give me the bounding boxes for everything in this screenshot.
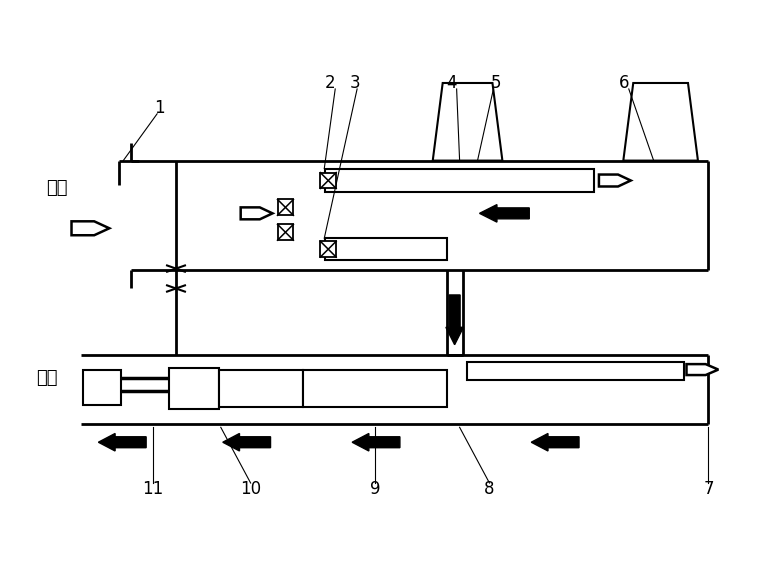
Text: 1: 1 — [154, 99, 164, 117]
Polygon shape — [432, 83, 502, 161]
Polygon shape — [599, 174, 631, 186]
Text: 4: 4 — [446, 74, 457, 92]
Text: 7: 7 — [703, 480, 714, 498]
Bar — [277, 225, 293, 240]
Text: 9: 9 — [370, 480, 380, 498]
Bar — [303, 369, 447, 408]
FancyArrow shape — [480, 205, 529, 222]
Polygon shape — [71, 221, 109, 235]
Text: 6: 6 — [619, 74, 629, 92]
Text: 3: 3 — [350, 74, 360, 92]
FancyArrow shape — [223, 433, 271, 451]
Polygon shape — [623, 83, 698, 161]
Bar — [467, 361, 683, 380]
Text: 8: 8 — [484, 480, 495, 498]
Text: 主洞: 主洞 — [46, 180, 68, 197]
Bar — [325, 169, 594, 193]
FancyArrow shape — [446, 295, 464, 345]
Polygon shape — [686, 364, 718, 375]
Bar — [277, 200, 293, 215]
Text: 平导: 平导 — [36, 369, 58, 386]
Text: 10: 10 — [240, 480, 261, 498]
Bar — [325, 238, 447, 260]
Bar — [320, 241, 336, 257]
Text: 5: 5 — [491, 74, 502, 92]
Bar — [169, 368, 219, 409]
Polygon shape — [241, 207, 273, 219]
FancyArrow shape — [352, 433, 400, 451]
Bar — [84, 369, 122, 405]
Bar — [219, 369, 303, 408]
Bar — [320, 173, 336, 189]
Text: 11: 11 — [142, 480, 163, 498]
FancyArrow shape — [98, 433, 146, 451]
Text: 2: 2 — [325, 74, 336, 92]
FancyArrow shape — [531, 433, 579, 451]
